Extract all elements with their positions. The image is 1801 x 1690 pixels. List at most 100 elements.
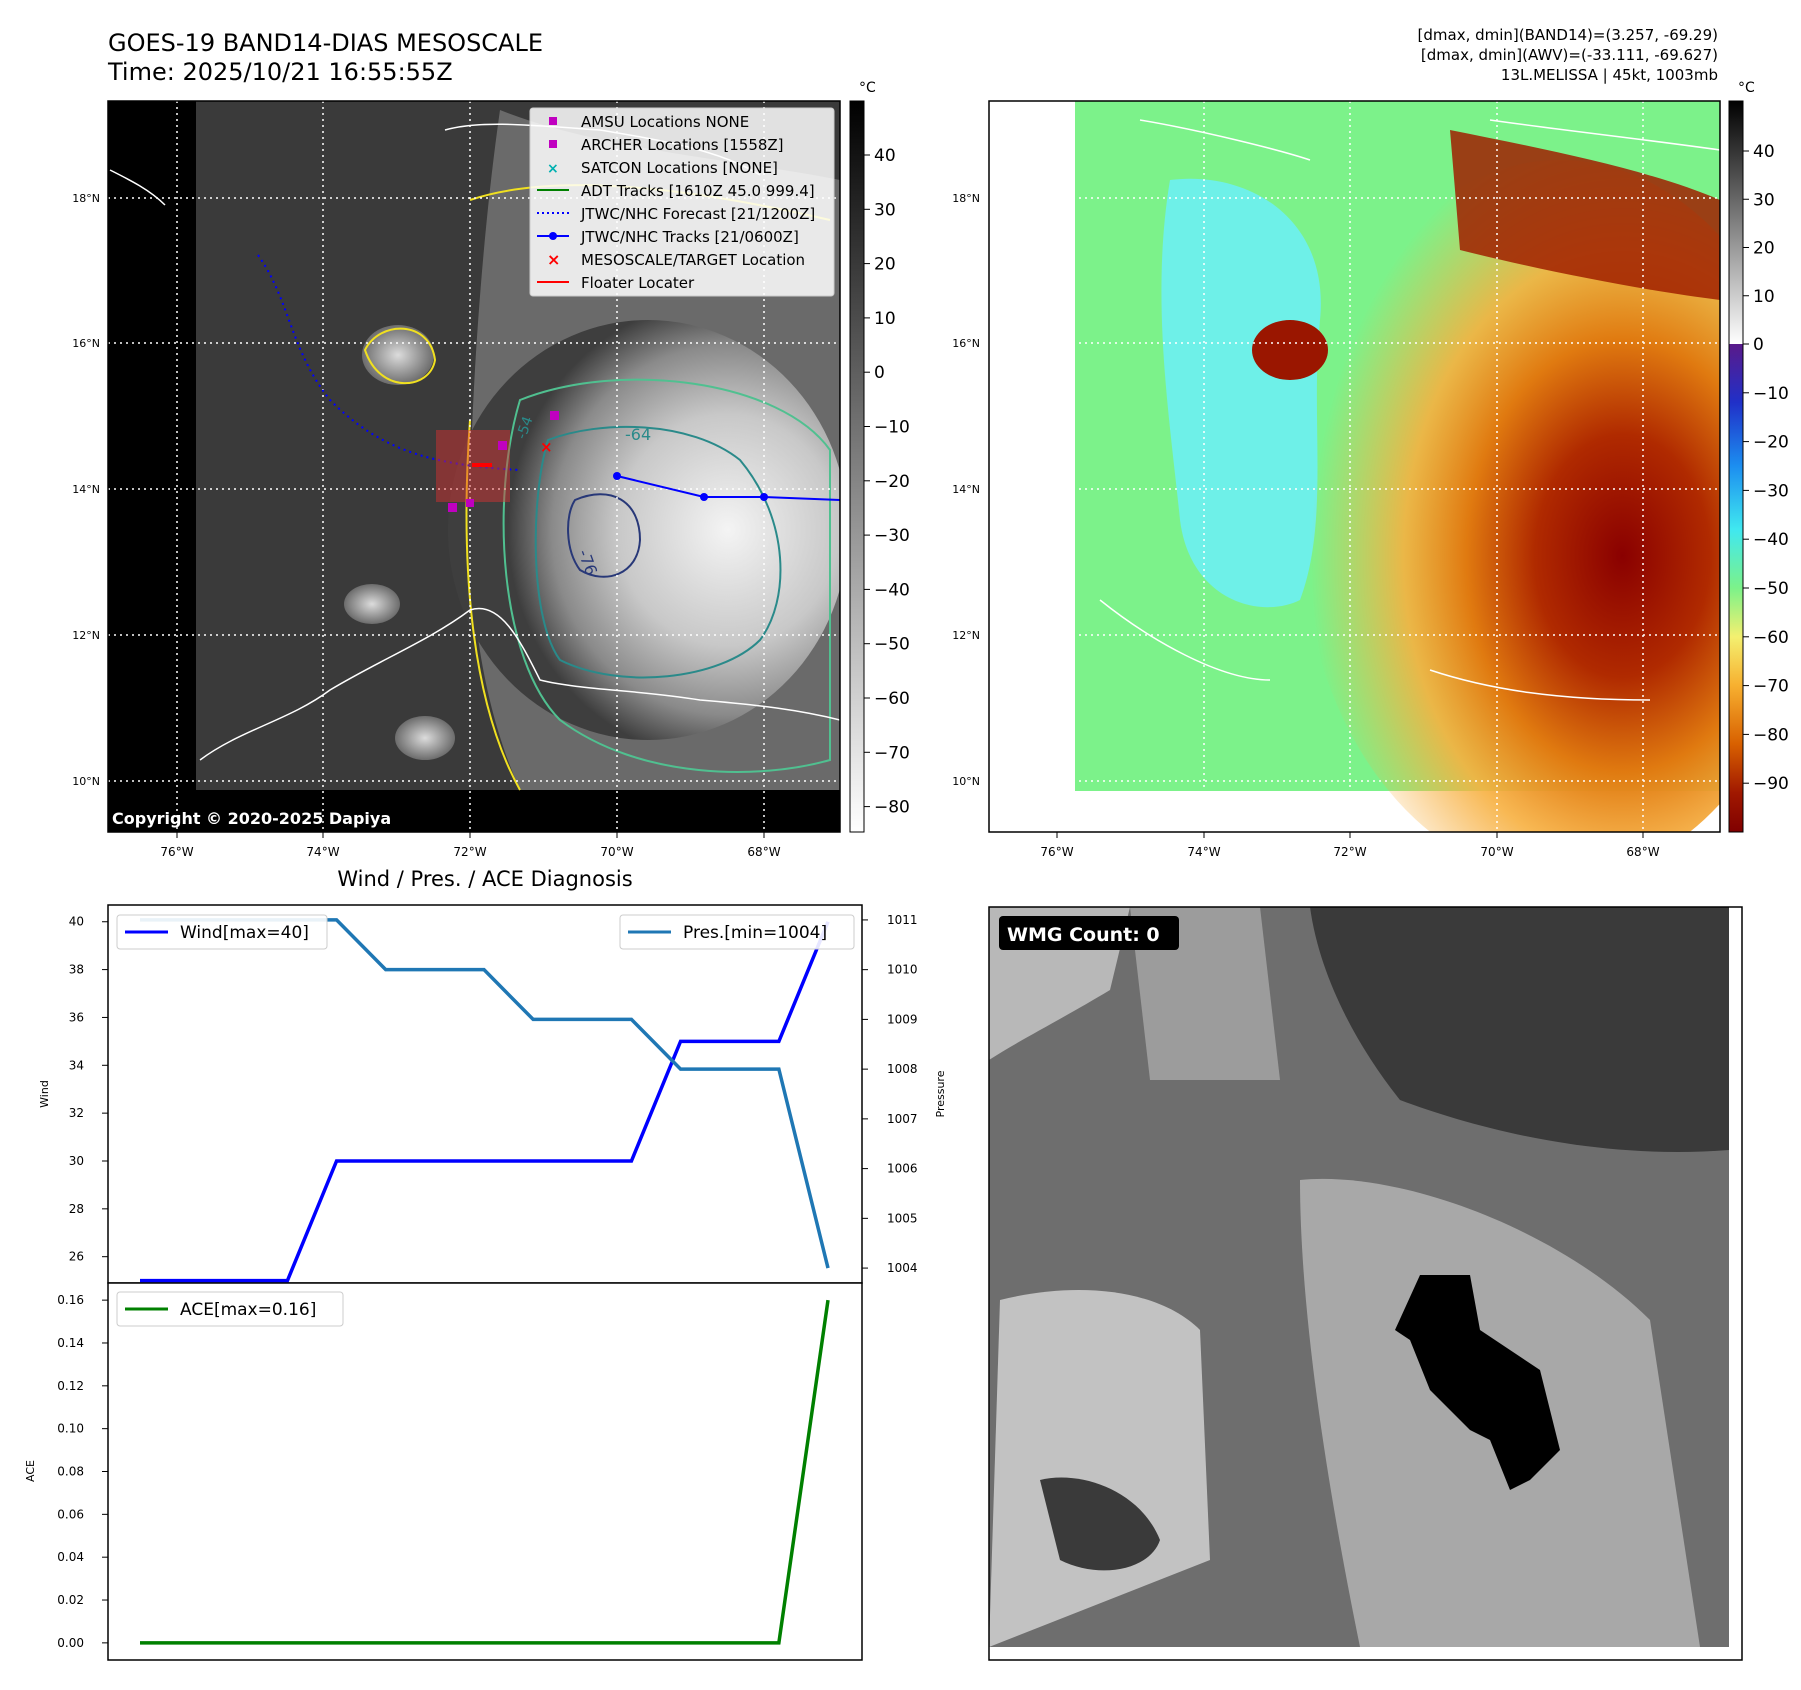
wind-series-line: [140, 921, 830, 1283]
colorbar-tick-label: −80: [874, 798, 910, 818]
track-point: [613, 472, 621, 480]
pressure-tick-label: 1006: [887, 1162, 918, 1176]
colorbar-tick-label: −10: [874, 418, 910, 438]
pressure-legend-label: Pres.[min=1004]: [683, 923, 827, 943]
wmg-dark-region: [1040, 1477, 1160, 1571]
colorbar-gray: °C 40 30 20 10 0 −10 −20 −30 −40 −50 −60 −70 −80: [849, 80, 910, 833]
contour-64: [534, 425, 782, 679]
archer-location: [550, 411, 559, 420]
legend-label-forecast: JTWC/NHC Forecast [21/1200Z]: [580, 205, 815, 223]
lat-tick-label: 14°N: [952, 483, 980, 496]
legend-marker-satcon: ×: [547, 161, 559, 177]
pressure-tick-label: 1008: [887, 1062, 918, 1076]
legend-marker-amsu: [549, 117, 557, 125]
ace-tick-label: 0.14: [57, 1336, 84, 1350]
pressure-tick-label: 1011: [887, 913, 918, 927]
colorbar-tick-label: −40: [1753, 530, 1789, 550]
legend-box: [529, 107, 835, 297]
contour-label-54: -54: [514, 414, 537, 441]
wind-pressure-frame: [107, 904, 863, 1284]
best-track: [616, 475, 840, 501]
lon-tick-label: 68°W: [1626, 845, 1659, 859]
lon-tick-label: 70°W: [1480, 845, 1513, 859]
colorbar-tick-label: 20: [874, 255, 896, 275]
ace-tick-label: 0.12: [57, 1379, 84, 1393]
pressure-axis: 1011 1010 1009 1008 1007 1006 1005 1004: [862, 913, 918, 1275]
lat-tick-label: 10°N: [72, 775, 100, 788]
storm-core-color: [1300, 160, 1720, 832]
legend-marker-tracks-dot: [549, 232, 557, 240]
map2-axis-labels: 18°N 16°N 14°N 12°N 10°N 76°W 74°W 72°W 70°W 68°W: [952, 192, 1659, 859]
map1-axis-labels: 18°N 16°N 14°N 12°N 10°N 76°W 74°W 72°W 70°W 68°W: [72, 192, 780, 859]
colorbar-tick-label: −70: [1753, 677, 1789, 697]
dry-air-region: [1161, 178, 1321, 608]
wind-tick-label: 34: [69, 1058, 84, 1072]
copyright-text: Copyright © 2020-2025 Dapiya: [112, 809, 391, 828]
title-line-2: Time: 2025/10/21 16:55:55Z: [107, 58, 453, 86]
ace-tick-label: 0.08: [57, 1465, 84, 1479]
map-legend: AMSU Locations NONE ARCHER Locations [15…: [529, 107, 835, 297]
colorbar-tick-label: −80: [1753, 725, 1789, 745]
wmg-frame: [988, 906, 1743, 1661]
colorbar-tick-label: −50: [874, 635, 910, 655]
legend-label-satcon: SATCON Locations [NONE]: [581, 159, 778, 177]
wind-legend-label: Wind[max=40]: [180, 923, 309, 943]
archer-location: [466, 499, 474, 507]
ace-legend-box: [116, 1291, 344, 1327]
map2-frame: [988, 100, 1721, 833]
lat-tick-label: 16°N: [72, 337, 100, 350]
colorbar-color-frame: [1728, 100, 1744, 833]
colorbar-tick-label: 0: [1753, 335, 1764, 355]
colorbar-tick-label: 40: [874, 146, 896, 166]
map2-gridlines: [989, 101, 1720, 832]
wmg-count-box: [999, 916, 1179, 950]
ace-tick-label: 0.00: [57, 1636, 84, 1650]
lat-tick-label: 10°N: [952, 775, 980, 788]
map-frame: [107, 100, 841, 833]
lat-tick-label: 14°N: [72, 483, 100, 496]
wind-legend-box: [116, 914, 328, 950]
colorbar-tick-label: 40: [1753, 142, 1775, 162]
lon-tick-label: 72°W: [453, 845, 486, 859]
ace-tick-label: 0.04: [57, 1550, 84, 1564]
colorbar-tick-label: −90: [1753, 774, 1789, 794]
colorbar-warm-segment: [1729, 101, 1743, 344]
storm-info: 13L.MELISSA | 45kt, 1003mb: [1501, 66, 1718, 84]
lon-tick-label: 68°W: [747, 845, 780, 859]
lon-tick-label: 70°W: [600, 845, 633, 859]
pressure-tick-label: 1009: [887, 1012, 918, 1026]
ace-tick-label: 0.06: [57, 1507, 84, 1521]
wind-legend: Wind[max=40]: [116, 914, 328, 950]
colorbar-tick-label: −60: [874, 689, 910, 709]
pressure-legend: Pres.[min=1004]: [619, 914, 855, 950]
wmg-cold-core: [1395, 1275, 1560, 1490]
nodata-strip-left: [108, 101, 196, 832]
colorbar-gray-unit: °C: [859, 80, 876, 96]
wmg-mid-region: [1130, 907, 1280, 1080]
wind-tick-label: 40: [69, 915, 84, 929]
lat-tick-label: 12°N: [952, 629, 980, 642]
legend-label-tracks: JTWC/NHC Tracks [21/0600Z]: [580, 228, 799, 246]
wind-tick-label: 30: [69, 1154, 84, 1168]
wmg-light-region: [989, 1290, 1210, 1647]
pressure-tick-label: 1004: [887, 1261, 918, 1275]
ace-legend-label: ACE[max=0.16]: [180, 1300, 316, 1320]
contour-label-64: -64: [625, 425, 651, 444]
ace-axis: 0.16 0.14 0.12 0.10 0.08 0.06 0.04 0.02 0.00: [57, 1293, 108, 1650]
colorbar-tick-label: 30: [1753, 190, 1775, 210]
convective-cell: [395, 716, 455, 760]
pressure-tick-label: 1005: [887, 1211, 918, 1225]
lon-tick-label: 76°W: [1040, 845, 1073, 859]
colorbar-tick-label: −20: [874, 472, 910, 492]
colorbar-tick-label: 20: [1753, 239, 1775, 259]
ir-color-map: [989, 101, 1720, 832]
ace-legend: ACE[max=0.16]: [116, 1291, 344, 1327]
lon-tick-label: 72°W: [1333, 845, 1366, 859]
legend-label-archer: ARCHER Locations [1558Z]: [581, 136, 784, 154]
forecast-track: [257, 254, 521, 471]
pressure-axis-label: Pressure: [934, 1070, 947, 1117]
nodata-strip-bottom: [108, 790, 840, 832]
wmg-panel: WMG Count: 0: [989, 907, 1742, 1660]
track-point: [700, 493, 708, 501]
colorbar-tick-label: −60: [1753, 628, 1789, 648]
